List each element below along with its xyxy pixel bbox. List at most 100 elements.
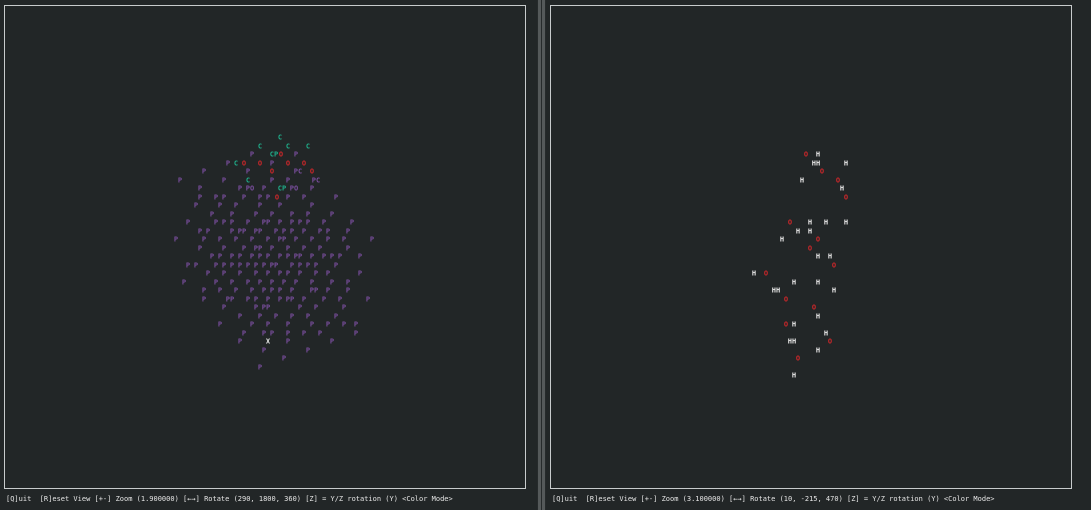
atom-label: P [285,320,291,329]
atom-label: P [329,252,335,261]
atom-label: O [274,193,280,202]
atom-label: P [277,295,283,304]
atom-label: P [245,167,251,176]
atom-label: PP [261,218,271,227]
atom-label: H [791,371,797,380]
atom-label: X [265,337,271,346]
pane-divider-line [538,0,541,510]
atom-label: P [345,227,351,236]
atom-label: P [301,295,307,304]
atom-label: H [807,227,813,236]
atom-label: O [783,295,789,304]
left-molecule-viewport[interactable]: C C C C P CP O P P C O O P O O P P O PC O P P C P P PC P P PO P CP PO P P… [4,5,526,489]
atom-label: P [221,176,227,185]
atom-label: P [233,286,239,295]
atom-label: P [281,227,287,236]
atom-label: CP [269,150,279,159]
atom-label: P [173,235,179,244]
atom-label: P [273,227,279,236]
atom-label: P [245,278,251,287]
atom-label: O [783,320,789,329]
atom-label: P [237,184,243,193]
atom-label: P [305,261,311,270]
atom-label: P [293,150,299,159]
atom-label: P [309,235,315,244]
atom-label: P [305,210,311,219]
atom-label: P [229,218,235,227]
atom-label: P [305,218,311,227]
atom-label: P [309,201,315,210]
atom-label: P [281,278,287,287]
atom-label: P [257,363,263,372]
atom-label: P [253,295,259,304]
atom-label: P [265,320,271,329]
atom-label: P [333,261,339,270]
atom-label: P [293,235,299,244]
right-molecule-viewport[interactable]: O H HH H O H O H O O H H H H H H O O H H O H O H H HH H O O H O H H HH O H O… [550,5,1072,489]
atom-label: O [827,337,833,346]
atom-label: P [213,261,219,270]
atom-label: O [815,235,821,244]
atom-label: H [831,286,837,295]
atom-label: P [305,312,311,321]
atom-label: P [229,261,235,270]
atom-label: P [261,184,267,193]
atom-label: PP [261,303,271,312]
atom-label: P [261,286,267,295]
atom-label: H [815,252,821,261]
atom-label: P [285,176,291,185]
atom-label: P [365,295,371,304]
atom-label: P [249,150,255,159]
atom-label: P [289,218,295,227]
atom-label: P [273,312,279,321]
atom-label: P [369,235,375,244]
atom-label: P [249,320,255,329]
atom-label: P [345,244,351,253]
atom-label: PP [277,235,287,244]
atom-label: P [197,184,203,193]
atom-label: P [309,252,315,261]
pane-divider-line[interactable] [542,0,545,510]
atom-label: O [843,193,849,202]
left-terminal-pane[interactable]: C C C C P CP O P P C O O P O O P P O PC O P P C P P PC P P PO P CP PO P P… [0,0,537,510]
atom-label: P [309,184,315,193]
atom-label: P [225,159,231,168]
atom-label: P [213,218,219,227]
atom-label: P [345,286,351,295]
atom-label: O [763,269,769,278]
atom-label: P [233,235,239,244]
atom-label: P [201,286,207,295]
atom-label: O [819,167,825,176]
atom-label: P [197,244,203,253]
atom-label: P [277,269,283,278]
atom-label: P [217,252,223,261]
atom-label: P [349,218,355,227]
atom-label: P [309,278,315,287]
atom-label: H [839,184,845,193]
atom-label: P [241,193,247,202]
atom-label: P [357,269,363,278]
atom-label: P [249,235,255,244]
atom-label: P [325,286,331,295]
atom-label: P [325,227,331,236]
left-status-bar: [Q]uit [R]eset View [+-] Zoom (1.900000)… [6,495,453,503]
atom-label: C [285,142,291,151]
atom-label: P [193,261,199,270]
atom-label: P [353,329,359,338]
atom-label: P [329,337,335,346]
atom-label: P [297,218,303,227]
atom-label: PP [225,295,235,304]
atom-label: P [333,193,339,202]
atom-label: P [193,201,199,210]
atom-label: P [293,278,299,287]
atom-label: O [835,176,841,185]
atom-label: H [751,269,757,278]
atom-label: C [233,159,239,168]
atom-label: O [807,244,813,253]
atom-label: P [213,278,219,287]
atom-label: P [249,286,255,295]
right-terminal-pane[interactable]: O H HH H O H O H O O H H H H H H O O H H O H O H H HH H O O H O H H HH O H O… [546,0,1091,510]
atom-label: P [237,252,243,261]
atom-label: P [289,227,295,236]
atom-label: P [241,329,247,338]
